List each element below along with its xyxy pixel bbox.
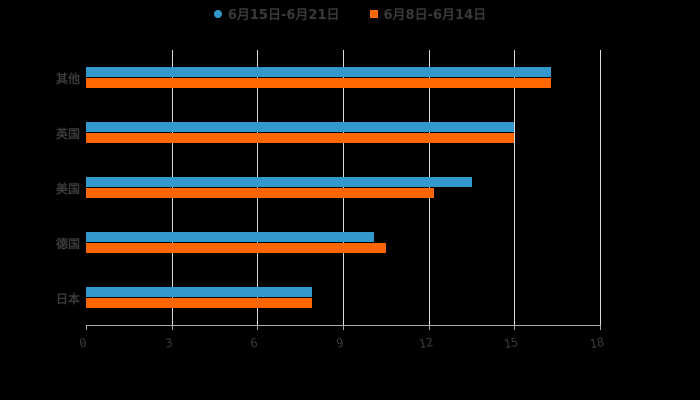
category-label: 美国 [55, 181, 80, 196]
bar-1[interactable] [86, 286, 312, 297]
legend-label-series2: 6月8日-6月14日 [383, 8, 487, 23]
legend-item-series1[interactable]: 6月15日-6月21日 [213, 4, 340, 23]
category-label: 德国 [55, 236, 80, 251]
bar-2[interactable] [86, 297, 312, 308]
category-label: 英国 [55, 126, 80, 141]
bar-1[interactable] [86, 176, 472, 187]
legend-item-series2[interactable]: 6月8日-6月14日 [369, 4, 487, 23]
x-tick-label: 3 [163, 335, 174, 351]
bar-1[interactable] [86, 66, 552, 77]
category-label: 日本 [55, 291, 80, 306]
x-tick [257, 325, 259, 330]
bar-2[interactable] [86, 242, 386, 253]
x-tick-label: 0 [78, 335, 88, 351]
plot-area [86, 50, 601, 325]
x-tick-label: 18 [588, 334, 606, 352]
legend-marker-series2-icon [369, 9, 378, 18]
x-tick-label: 12 [417, 334, 434, 352]
bar-2[interactable] [86, 132, 515, 143]
bar-2[interactable] [86, 77, 552, 88]
x-tick [343, 325, 344, 330]
x-tick [600, 325, 601, 330]
bar-1[interactable] [86, 231, 375, 242]
category-label: 其他 [55, 71, 80, 86]
legend: 6月15日-6月21日 6月8日-6月14日 [0, 4, 700, 23]
x-tick [86, 325, 87, 330]
x-tick [428, 325, 430, 330]
x-tick-label: 15 [502, 334, 520, 352]
x-tick-label: 6 [249, 335, 260, 351]
legend-label-series1: 6月15日-6月21日 [227, 8, 340, 23]
x-tick [514, 325, 516, 330]
x-tick [171, 325, 173, 330]
legend-marker-series1-icon [213, 9, 222, 18]
gridline [600, 50, 601, 325]
bar-2[interactable] [86, 187, 435, 198]
x-tick-label: 9 [335, 335, 345, 351]
bar-1[interactable] [86, 121, 515, 132]
gridline [514, 50, 516, 325]
